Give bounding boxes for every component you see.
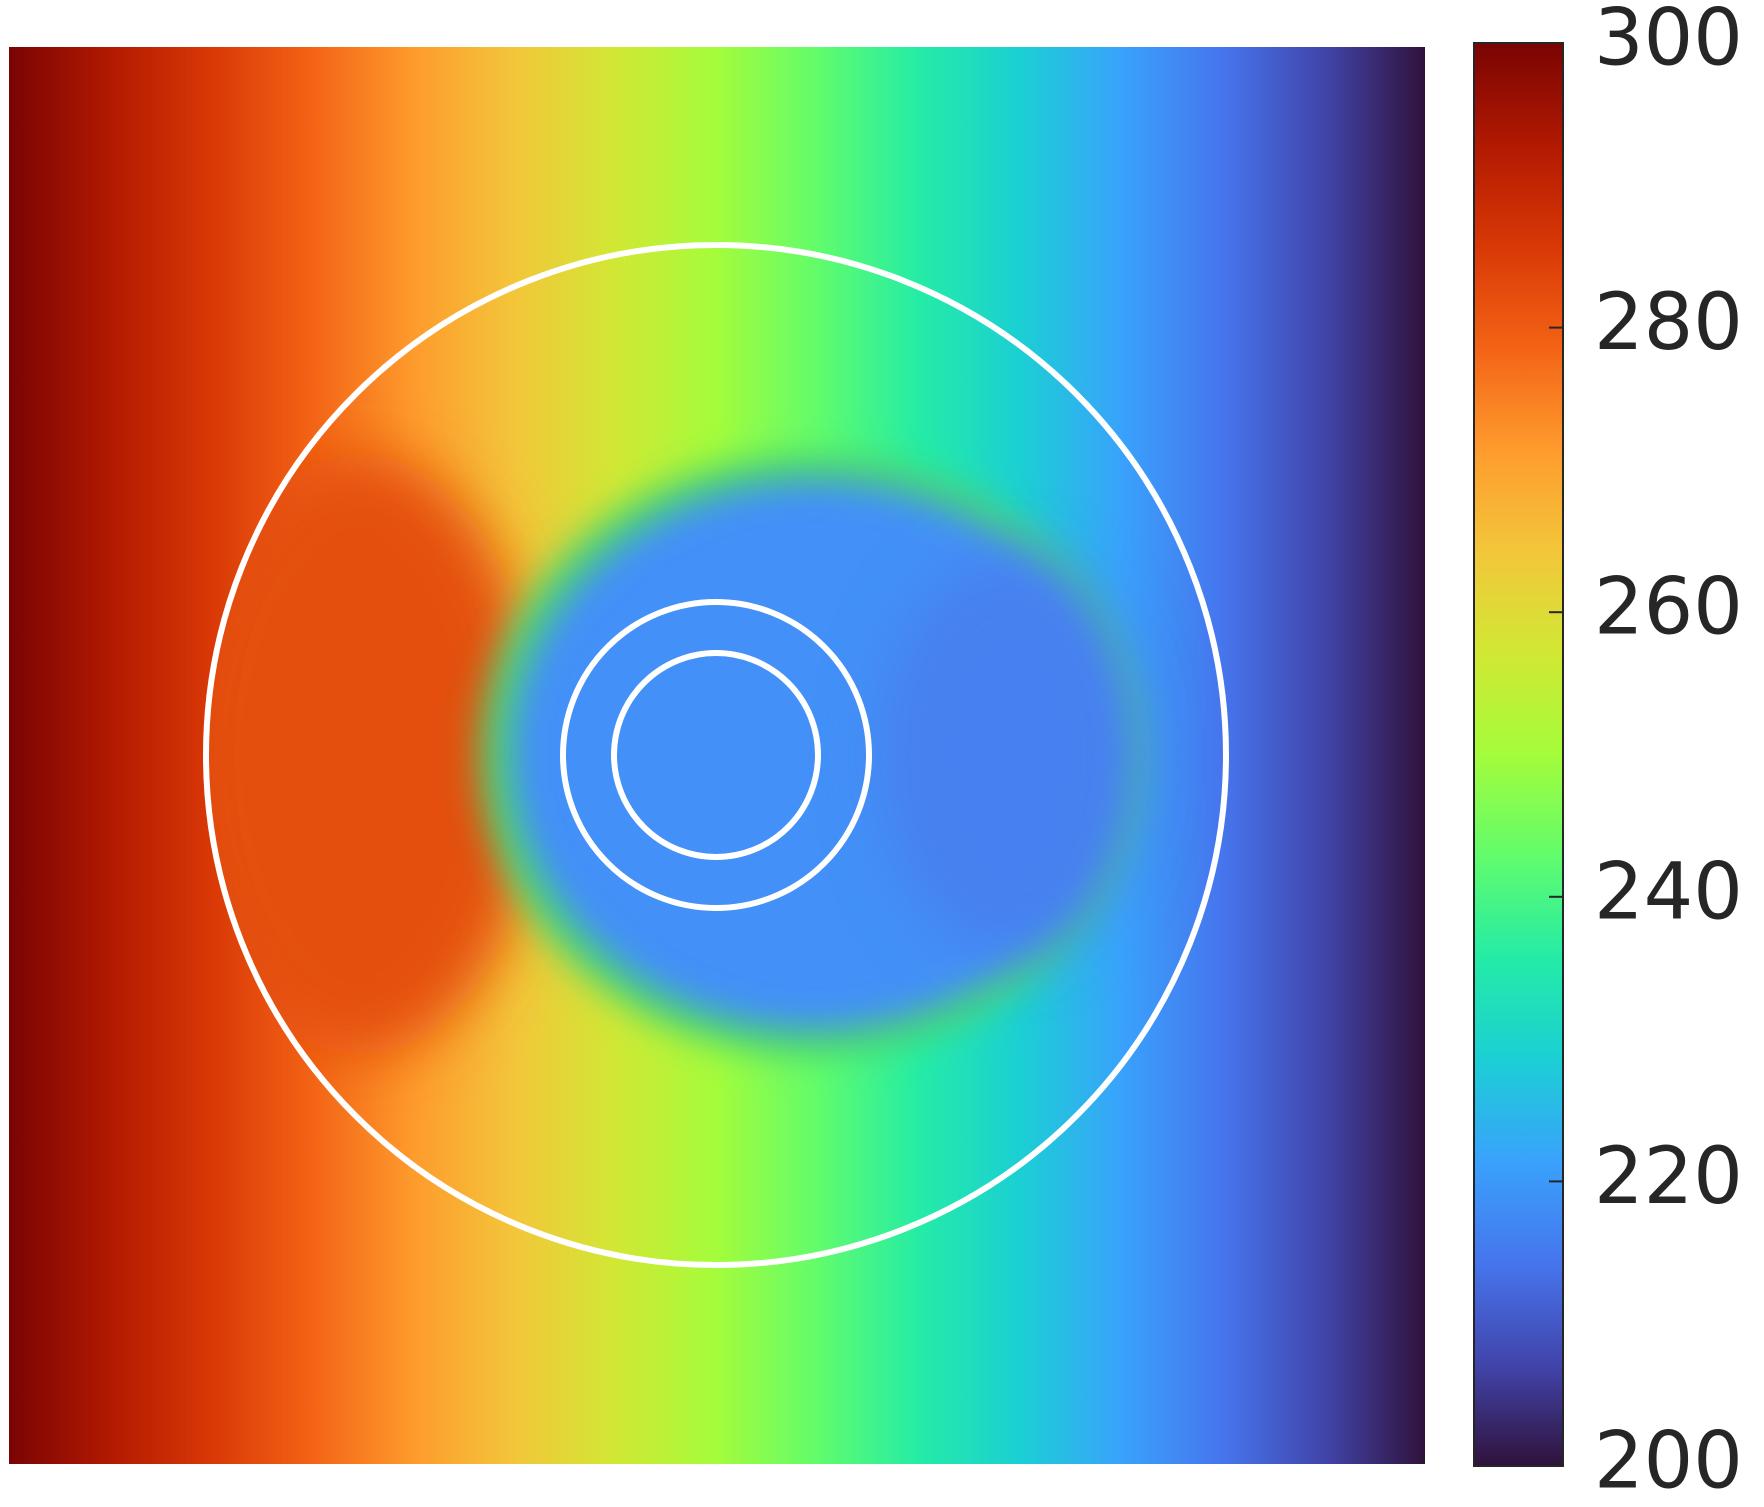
tick-label: 220: [1594, 1132, 1743, 1222]
tick-label: 300: [1594, 0, 1743, 83]
heatmap: [9, 47, 1425, 1464]
tick-label: 240: [1594, 847, 1743, 937]
cold-region: [880, 555, 1140, 955]
disturbance: [208, 455, 1140, 1055]
colorbar: [1473, 42, 1564, 1467]
tick-label: 200: [1594, 1416, 1743, 1506]
tick-label: 280: [1594, 278, 1743, 368]
tick-label: 260: [1594, 563, 1743, 653]
warm-region: [208, 455, 540, 1055]
middle-circle: [560, 599, 872, 911]
outer-circle: [203, 242, 1229, 1268]
inner-circle: [611, 650, 821, 860]
